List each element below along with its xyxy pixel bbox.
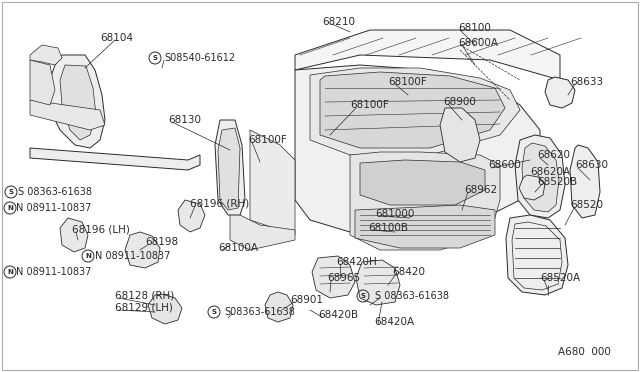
Polygon shape — [265, 292, 293, 322]
Text: 68210: 68210 — [322, 17, 355, 27]
Text: S: S — [360, 293, 365, 299]
Polygon shape — [356, 260, 400, 305]
Text: N 08911-10837: N 08911-10837 — [16, 267, 92, 277]
Polygon shape — [355, 205, 495, 248]
Polygon shape — [519, 175, 545, 200]
Text: N 08911-10837: N 08911-10837 — [16, 203, 92, 213]
Text: 68196 (RH): 68196 (RH) — [190, 199, 249, 209]
Polygon shape — [310, 68, 520, 155]
Polygon shape — [506, 215, 568, 295]
Text: 68620: 68620 — [537, 150, 570, 160]
Polygon shape — [48, 55, 105, 148]
Polygon shape — [360, 160, 485, 205]
Text: 68130: 68130 — [168, 115, 201, 125]
Text: 68420: 68420 — [392, 267, 425, 277]
Text: 68129 (LH): 68129 (LH) — [115, 303, 173, 313]
Polygon shape — [522, 143, 559, 212]
Text: S: S — [152, 55, 157, 61]
Text: 68520B: 68520B — [537, 177, 577, 187]
Polygon shape — [320, 72, 505, 148]
Polygon shape — [570, 145, 600, 218]
Text: 68100F: 68100F — [388, 77, 427, 87]
Text: S 08363-61638: S 08363-61638 — [18, 187, 92, 197]
Text: 68600: 68600 — [488, 160, 521, 170]
Text: N: N — [7, 205, 13, 211]
Polygon shape — [30, 60, 55, 105]
Text: 68420B: 68420B — [318, 310, 358, 320]
Text: 68900: 68900 — [443, 97, 476, 107]
Text: 68104: 68104 — [100, 33, 133, 43]
Text: S: S — [8, 189, 13, 195]
Text: 68630: 68630 — [575, 160, 608, 170]
Polygon shape — [178, 200, 205, 232]
Polygon shape — [30, 45, 62, 65]
Text: 68633: 68633 — [570, 77, 603, 87]
Polygon shape — [440, 108, 480, 162]
Text: N 08911-10837: N 08911-10837 — [95, 251, 170, 261]
Polygon shape — [515, 135, 565, 218]
Text: 68620A: 68620A — [530, 167, 570, 177]
Text: N: N — [7, 269, 13, 275]
Polygon shape — [60, 218, 88, 252]
Text: 68901: 68901 — [290, 295, 323, 305]
Polygon shape — [295, 65, 540, 235]
Polygon shape — [60, 65, 96, 140]
Text: 68198: 68198 — [145, 237, 178, 247]
Polygon shape — [250, 130, 295, 235]
Polygon shape — [350, 152, 500, 250]
Text: 68965: 68965 — [327, 273, 360, 283]
Text: S08363-61638: S08363-61638 — [224, 307, 295, 317]
Polygon shape — [125, 232, 160, 268]
Polygon shape — [218, 128, 240, 210]
Polygon shape — [545, 77, 575, 108]
Text: S 08363-61638: S 08363-61638 — [375, 291, 449, 301]
Text: 68520: 68520 — [570, 200, 603, 210]
Text: 68420A: 68420A — [374, 317, 414, 327]
Polygon shape — [215, 120, 245, 215]
Text: S08540-61612: S08540-61612 — [164, 53, 235, 63]
Text: 68128 (RH): 68128 (RH) — [115, 290, 174, 300]
Text: 68420H: 68420H — [336, 257, 377, 267]
Polygon shape — [148, 294, 182, 324]
Text: N: N — [85, 253, 91, 259]
Text: 68600A: 68600A — [458, 38, 498, 48]
Text: 68100A: 68100A — [218, 243, 258, 253]
Text: A680  000: A680 000 — [558, 347, 611, 357]
Polygon shape — [30, 100, 105, 130]
Text: 68100: 68100 — [458, 23, 491, 33]
Text: 68100F: 68100F — [350, 100, 388, 110]
Text: 68100B: 68100B — [368, 223, 408, 233]
Polygon shape — [230, 150, 295, 250]
Text: 68520A: 68520A — [540, 273, 580, 283]
Polygon shape — [295, 30, 560, 80]
Text: S: S — [211, 309, 216, 315]
Text: 681000: 681000 — [375, 209, 414, 219]
Polygon shape — [312, 256, 355, 298]
Polygon shape — [30, 148, 200, 170]
Text: 68100F: 68100F — [248, 135, 287, 145]
Text: 68196 (LH): 68196 (LH) — [72, 225, 130, 235]
Text: 68962: 68962 — [464, 185, 497, 195]
